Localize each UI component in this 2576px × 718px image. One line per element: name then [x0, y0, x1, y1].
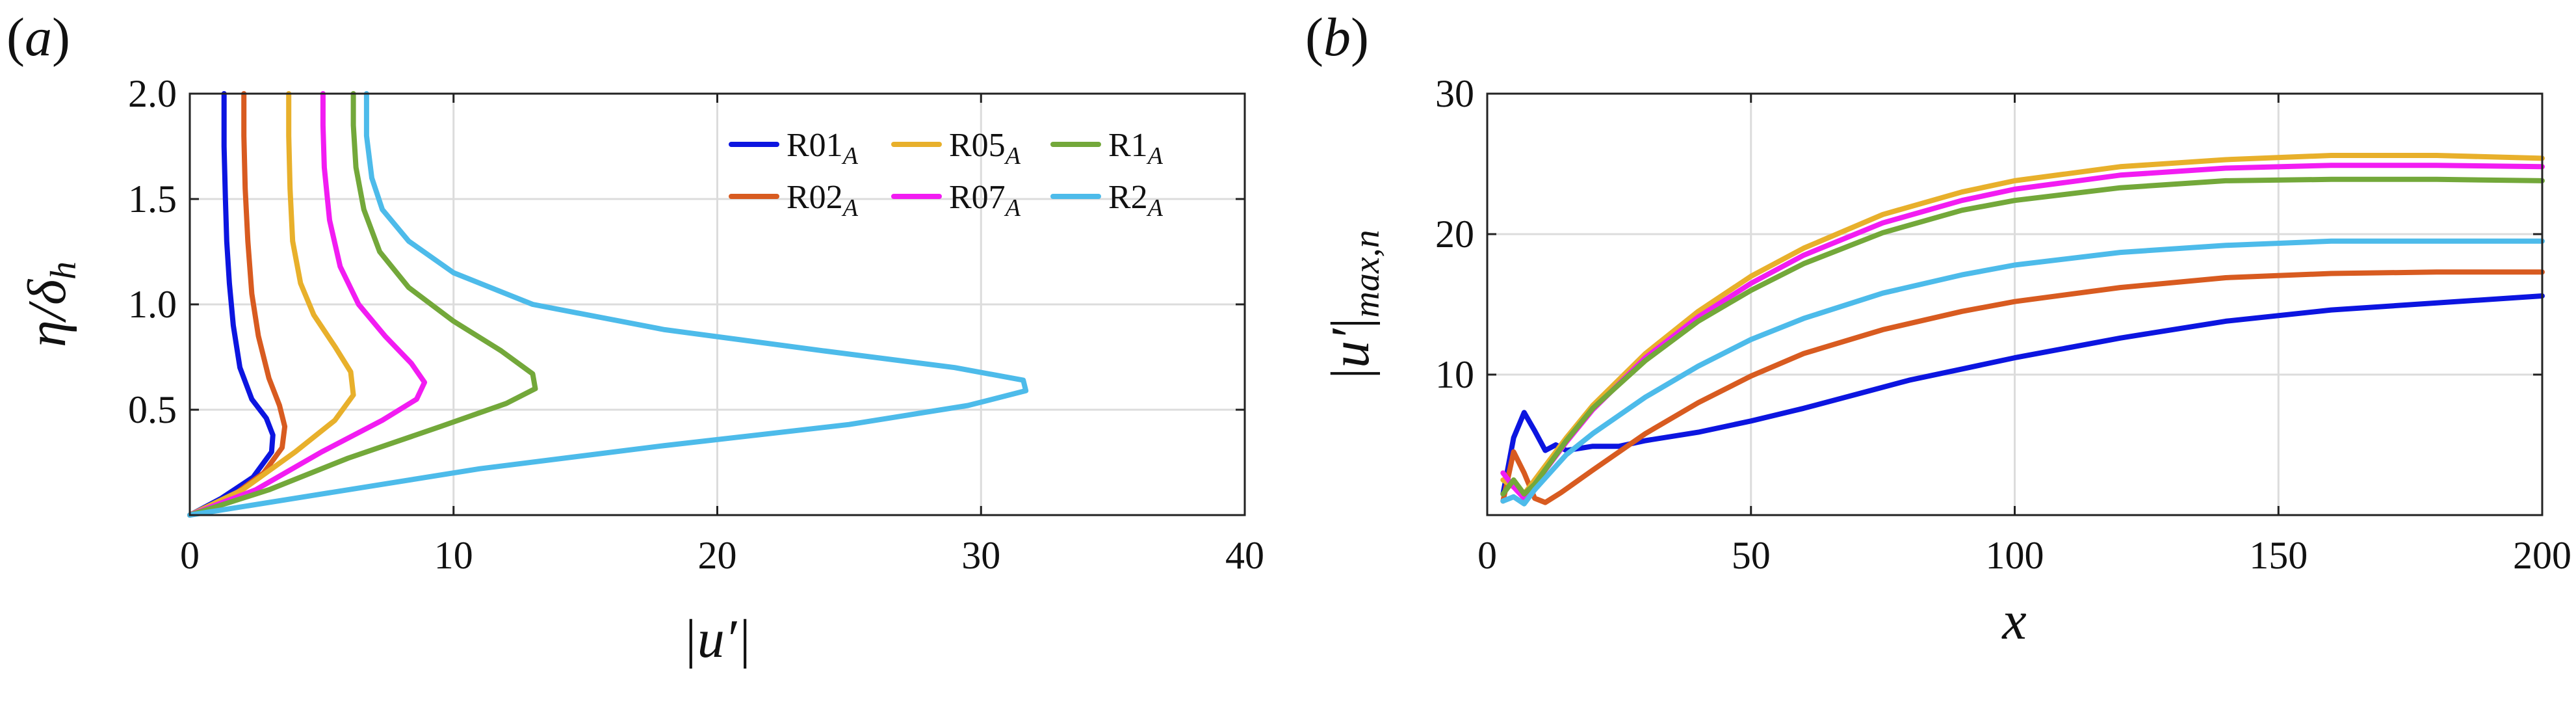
panel-b-y-axis-label: |u′|max,n — [1320, 230, 1387, 379]
y-tick-label: 10 — [1435, 353, 1474, 396]
panel-b-y-axis-subscript: max,n — [1347, 230, 1387, 317]
series-line-r2-a — [1500, 238, 2545, 507]
panel-b: (b) 0 50 100 150 200 10 20 30 x |u′|max,n — [1305, 7, 2571, 651]
series-line-r05-a — [187, 91, 356, 518]
panel-a-grid — [190, 94, 1245, 515]
series-line-r1-a — [187, 91, 538, 518]
legend-label: R2A — [1108, 179, 1164, 222]
legend-label: R05A — [949, 127, 1021, 170]
legend-label-name: R02 — [787, 179, 843, 216]
panel-b-x-axis-label: x — [2001, 591, 2026, 651]
series-line-r1-a — [1500, 176, 2545, 497]
x-tick-label: 30 — [961, 534, 1000, 577]
x-tick-label: 20 — [698, 534, 737, 577]
panel-b-y-tick-labels: 10 20 30 — [1435, 72, 1474, 396]
x-tick-label: 0 — [180, 534, 200, 577]
legend-label: R07A — [949, 179, 1021, 222]
panel-a-x-tick-labels: 0 10 20 30 40 — [180, 534, 1264, 577]
series-line-r2-a — [187, 91, 1029, 518]
legend-item-r1-a: R1A — [1050, 127, 1164, 170]
series-line-r02-a — [1500, 269, 2545, 505]
y-tick-label: 30 — [1435, 72, 1474, 115]
legend-label-name: R2 — [1108, 179, 1148, 216]
y-tick-label: 20 — [1435, 213, 1474, 256]
panel-a-y-axis-subscript: h — [44, 261, 84, 280]
y-tick-label: 2.0 — [128, 72, 177, 115]
legend-label-subscript: A — [1146, 142, 1164, 170]
panel-b-y-axis-bar: | — [1320, 318, 1381, 329]
legend-item-r2-a: R2A — [1050, 179, 1164, 222]
panel-b-letter: b — [1323, 7, 1351, 68]
panel-a-label: (a) — [7, 7, 70, 68]
x-tick-label: 50 — [1732, 534, 1771, 577]
panel-b-y-axis-main: | — [1320, 368, 1381, 379]
legend-label-subscript: A — [1146, 194, 1164, 222]
legend-item-r01-a: R01A — [729, 127, 859, 170]
panel-b-ticks — [1486, 92, 2543, 515]
panel-a-ticks — [189, 92, 1246, 515]
panel-b-grid — [1487, 94, 2542, 515]
legend-item-r02-a: R02A — [729, 179, 859, 222]
series-line-r01-a — [187, 91, 276, 518]
x-tick-label: 150 — [2249, 534, 2308, 577]
x-tick-label: 10 — [434, 534, 473, 577]
panel-a-y-tick-labels: 0.5 1.0 1.5 2.0 — [128, 72, 177, 431]
panel-b-label: (b) — [1305, 7, 1369, 68]
legend-label-name: R07 — [949, 179, 1006, 216]
panel-a-lines — [187, 91, 1029, 518]
panel-a-letter: a — [25, 7, 52, 68]
series-line-r05-a — [1500, 153, 2545, 497]
legend-item-r07-a: R07A — [891, 179, 1021, 222]
legend-label-subscript: A — [841, 142, 859, 170]
x-tick-label: 100 — [1986, 534, 2044, 577]
panel-a: (a) 0 10 20 30 40 0.5 1.0 1.5 2.0 |u′| η/δh R01… — [7, 7, 1264, 669]
series-line-r07-a — [187, 91, 428, 518]
legend-item-r05-a: R05A — [891, 127, 1021, 170]
series-line-r01-a — [1500, 293, 2545, 497]
x-tick-label: 0 — [1477, 534, 1497, 577]
legend-label: R02A — [787, 179, 859, 222]
legend-label-name: R01 — [787, 127, 843, 164]
legend-label: R01A — [787, 127, 859, 170]
panel-b-x-tick-labels: 0 50 100 150 200 — [1477, 534, 2571, 577]
y-tick-label: 0.5 — [128, 388, 177, 431]
x-tick-label: 200 — [2513, 534, 2571, 577]
panel-b-lines — [1500, 153, 2545, 507]
legend-label: R1A — [1108, 127, 1164, 170]
legend-label-subscript: A — [1004, 142, 1021, 170]
series-line-r07-a — [1500, 163, 2545, 501]
legend-label-subscript: A — [1004, 194, 1021, 222]
legend-label-name: R05 — [949, 127, 1006, 164]
y-tick-label: 1.0 — [128, 283, 177, 326]
panel-a-x-axis-label: |u′| — [683, 609, 752, 669]
y-tick-label: 1.5 — [128, 178, 177, 220]
legend-label-name: R1 — [1108, 127, 1148, 164]
panel-a-y-axis-label: η/δh — [17, 261, 84, 347]
legend-label-subscript: A — [841, 194, 859, 222]
x-tick-label: 40 — [1225, 534, 1264, 577]
